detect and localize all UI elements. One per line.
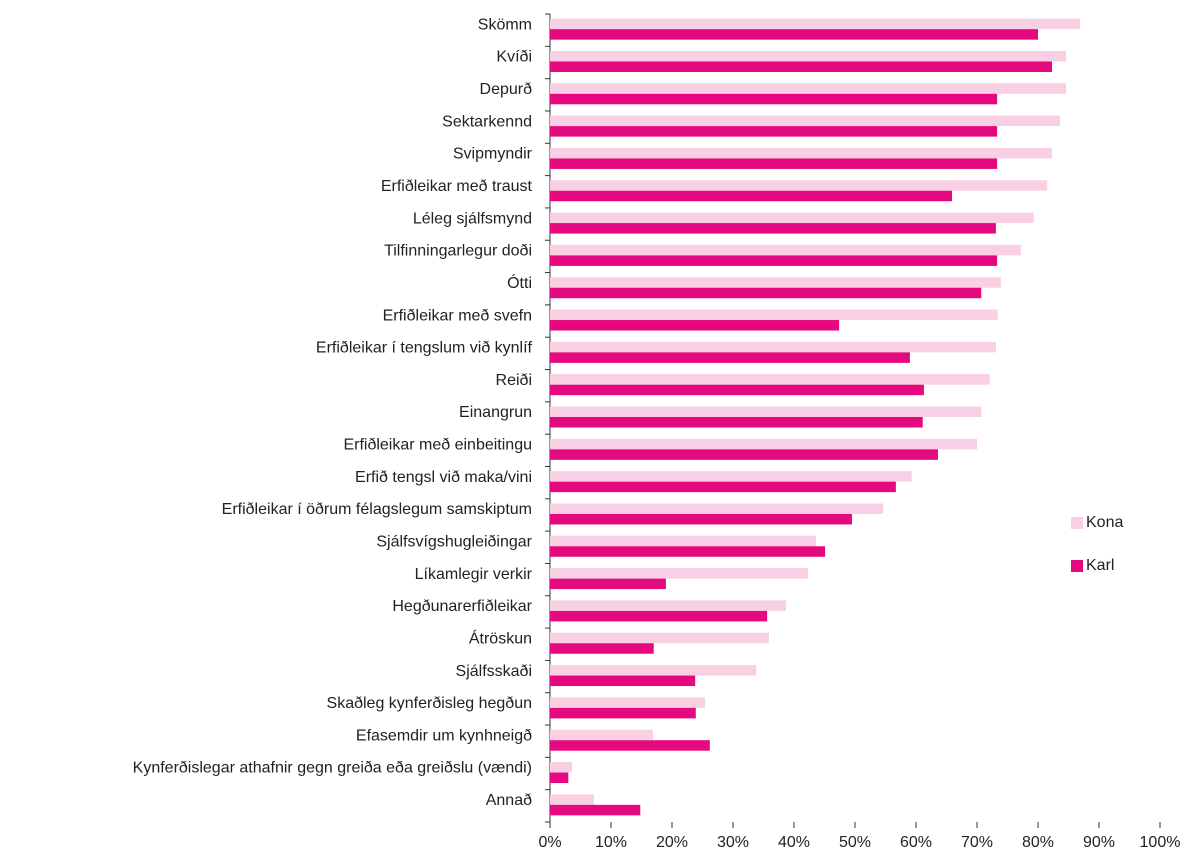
y-tick-label: Erfiðleikar með traust: [381, 178, 533, 195]
y-tick-label: Erfiðleikar með svefn: [383, 307, 532, 324]
bar: [550, 341, 996, 353]
bar: [550, 244, 1021, 256]
bar: [550, 61, 1053, 72]
bar: [550, 158, 998, 169]
bar: [550, 147, 1053, 159]
bar: [550, 481, 896, 493]
y-tick-label: Annað: [486, 792, 532, 809]
bar: [550, 309, 998, 321]
y-tick-label: Líkamlegir verkir: [415, 566, 533, 583]
bar: [550, 374, 990, 385]
bar: [550, 513, 852, 525]
bar: [550, 707, 696, 719]
x-tick-label: 0%: [538, 834, 561, 851]
bar: [550, 610, 768, 622]
x-tick-label: 60%: [900, 834, 932, 851]
bar: [550, 632, 769, 644]
bar: [550, 255, 998, 266]
y-tick-label: Svipmyndir: [453, 146, 533, 163]
bar: [550, 438, 977, 450]
bar: [550, 600, 787, 611]
bar: [550, 449, 938, 460]
x-tick-label: 20%: [656, 834, 688, 851]
legend-swatch: [1071, 560, 1083, 572]
bar: [550, 794, 594, 805]
bar: [550, 578, 666, 590]
bar: [550, 406, 982, 417]
bar: [550, 287, 982, 299]
bar: [550, 568, 809, 579]
legend-label: Karl: [1086, 557, 1114, 574]
y-tick-label: Depurð: [480, 81, 533, 98]
bar: [550, 126, 998, 137]
y-tick-label: Léleg sjálfsmynd: [413, 210, 532, 227]
bar: [550, 503, 884, 514]
bar: [550, 546, 826, 557]
y-tick-label: Kvíði: [496, 49, 532, 66]
y-tick-label: Erfið tengsl við maka/vini: [355, 469, 532, 486]
x-tick-label: 10%: [595, 834, 627, 851]
y-tick-label: Erfiðleikar með einbeitingu: [343, 437, 532, 454]
bar: [550, 729, 654, 741]
y-tick-label: Reiði: [496, 372, 532, 389]
bar: [550, 772, 569, 784]
bar: [550, 223, 996, 234]
bar: [550, 29, 1038, 40]
bar: [550, 384, 924, 396]
y-tick-label: Erfiðleikar í tengslum við kynlíf: [316, 340, 533, 357]
x-tick-label: 70%: [961, 834, 993, 851]
bar: [550, 665, 757, 676]
bar: [550, 83, 1067, 94]
bar: [550, 643, 654, 654]
y-tick-label: Erfiðleikar í öðrum félagslegum samskipt…: [222, 501, 532, 518]
bar: [550, 180, 1048, 191]
y-tick-label: Kynferðislegar athafnir gegn greiða eða …: [133, 760, 532, 777]
y-tick-label: Hegðunarerfiðleikar: [392, 598, 532, 615]
bar: [550, 212, 1034, 224]
bar: [550, 115, 1060, 127]
legend-swatch: [1071, 517, 1083, 529]
bar: [550, 471, 912, 482]
bar: [550, 18, 1081, 30]
y-tick-label: Tilfinningarlegur doði: [384, 243, 532, 260]
bar: [550, 762, 572, 773]
x-tick-label: 90%: [1083, 834, 1115, 851]
bar: [550, 277, 1001, 288]
bar: [550, 697, 705, 708]
y-tick-label: Efasemdir um kynhneigð: [356, 727, 532, 744]
x-tick-label: 30%: [717, 834, 749, 851]
y-tick-label: Sjálfsskaði: [456, 663, 532, 680]
y-tick-label: Átröskun: [469, 628, 532, 647]
bar: [550, 190, 952, 202]
y-tick-label: Einangrun: [459, 404, 532, 421]
x-tick-label: 100%: [1140, 834, 1181, 851]
y-tick-label: Skaðleg kynferðisleg hegðun: [327, 695, 532, 712]
x-tick-label: 80%: [1022, 834, 1054, 851]
bar: [550, 93, 998, 105]
bar: [550, 320, 840, 331]
x-tick-label: 50%: [839, 834, 871, 851]
bar: [550, 675, 696, 687]
bar: [550, 417, 923, 428]
x-tick-label: 40%: [778, 834, 810, 851]
y-tick-label: Ótti: [507, 273, 532, 292]
bar: [550, 50, 1067, 62]
legend-label: Kona: [1086, 514, 1123, 531]
y-tick-label: Sektarkennd: [442, 113, 532, 130]
bar: [550, 535, 816, 547]
bar: [550, 352, 910, 363]
y-tick-label: Sjálfsvígshugleiðingar: [376, 533, 532, 550]
y-tick-label: Skömm: [478, 16, 532, 33]
bar: [550, 804, 641, 816]
bar: [550, 740, 710, 751]
